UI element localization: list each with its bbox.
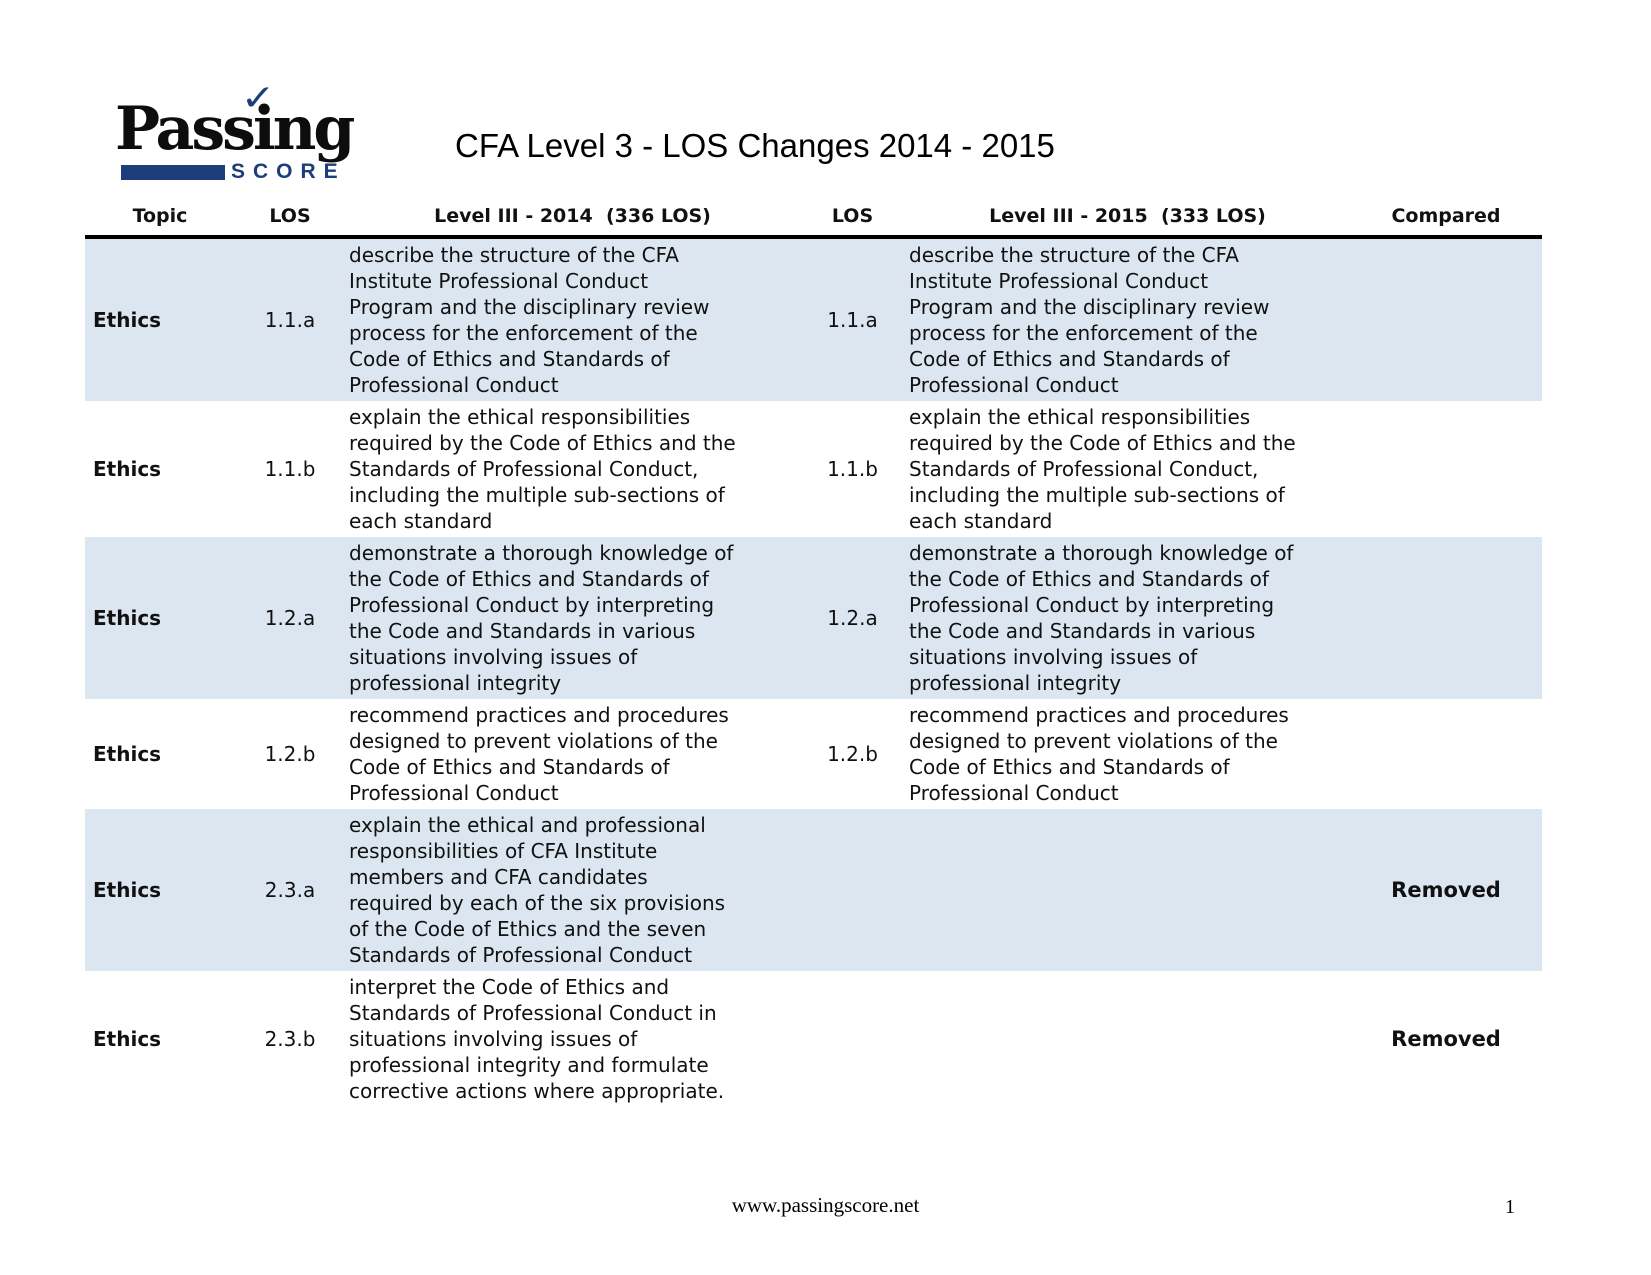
- los-2014-cell: 2.3.a: [235, 809, 345, 971]
- los-2015-cell: [800, 809, 905, 971]
- los-2014-value: 1.2.b: [264, 742, 316, 766]
- los-2014-value: 1.1.b: [264, 457, 316, 481]
- los-2015-cell: 1.2.b: [800, 699, 905, 809]
- passing-score-logo: Passing ✓ SCORE: [115, 78, 415, 193]
- los-2014-value: 1.1.a: [264, 308, 316, 332]
- header-compared: Compared: [1391, 205, 1501, 227]
- logo-underline-bar: [121, 165, 225, 180]
- los-2015-cell: 1.1.a: [800, 239, 905, 401]
- topic-cell: Ethics: [85, 537, 235, 699]
- los-2014-cell: 1.1.a: [235, 239, 345, 401]
- topic-label: Ethics: [93, 457, 162, 481]
- text-2015-value: demonstrate a thorough knowledge of the …: [909, 541, 1294, 695]
- table-header-row: Topic LOS Level III - 2014 (336 LOS) LOS…: [85, 205, 1542, 239]
- header-level-2015: Level III - 2015 (333 LOS): [989, 205, 1266, 227]
- table-row: Ethics 1.1.a describe the structure of t…: [85, 239, 1542, 401]
- table-body: Ethics 1.1.a describe the structure of t…: [85, 239, 1542, 1107]
- header-level-2014: Level III - 2014 (336 LOS): [434, 205, 711, 227]
- header-topic: Topic: [132, 205, 188, 227]
- table-row: Ethics 1.2.b recommend practices and pro…: [85, 699, 1542, 809]
- text-2014-value: recommend practices and procedures desig…: [349, 703, 729, 805]
- compared-cell: Removed: [1350, 971, 1542, 1107]
- text-2014-cell: describe the structure of the CFA Instit…: [345, 239, 800, 401]
- text-2015-value: describe the structure of the CFA Instit…: [909, 243, 1270, 397]
- los-2015-cell: [800, 971, 905, 1107]
- topic-cell: Ethics: [85, 401, 235, 537]
- los-2014-cell: 2.3.b: [235, 971, 345, 1107]
- text-2014-value: explain the ethical responsibilities req…: [349, 405, 736, 533]
- table-row: Ethics 2.3.a explain the ethical and pro…: [85, 809, 1542, 971]
- compared-cell: [1350, 699, 1542, 809]
- table-row: Ethics 2.3.b interpret the Code of Ethic…: [85, 971, 1542, 1107]
- text-2014-value: explain the ethical and professional res…: [349, 813, 726, 967]
- table-row: Ethics 1.2.a demonstrate a thorough know…: [85, 537, 1542, 699]
- table-row: Ethics 1.1.b explain the ethical respons…: [85, 401, 1542, 537]
- text-2015-cell: explain the ethical responsibilities req…: [905, 401, 1350, 537]
- los-2014-value: 2.3.b: [264, 1027, 316, 1051]
- compared-value: Removed: [1391, 878, 1501, 902]
- los-changes-table: Topic LOS Level III - 2014 (336 LOS) LOS…: [85, 205, 1542, 1107]
- header-los-2014: LOS: [269, 205, 311, 227]
- los-2014-cell: 1.1.b: [235, 401, 345, 537]
- compared-cell: Removed: [1350, 809, 1542, 971]
- text-2014-value: interpret the Code of Ethics and Standar…: [349, 975, 725, 1103]
- footer-url: www.passingscore.net: [731, 1193, 920, 1217]
- text-2014-cell: interpret the Code of Ethics and Standar…: [345, 971, 800, 1107]
- text-2014-value: demonstrate a thorough knowledge of the …: [349, 541, 734, 695]
- text-2014-cell: explain the ethical responsibilities req…: [345, 401, 800, 537]
- compared-cell: [1350, 239, 1542, 401]
- los-2015-value: 1.1.a: [827, 308, 878, 332]
- compared-value: Removed: [1391, 1027, 1501, 1051]
- text-2014-cell: demonstrate a thorough knowledge of the …: [345, 537, 800, 699]
- text-2014-cell: explain the ethical and professional res…: [345, 809, 800, 971]
- topic-cell: Ethics: [85, 971, 235, 1107]
- topic-label: Ethics: [93, 742, 162, 766]
- text-2015-cell: recommend practices and procedures desig…: [905, 699, 1350, 809]
- los-2015-cell: 1.1.b: [800, 401, 905, 537]
- los-2015-value: 1.2.a: [827, 606, 878, 630]
- text-2015-cell: demonstrate a thorough knowledge of the …: [905, 537, 1350, 699]
- topic-label: Ethics: [93, 308, 162, 332]
- topic-label: Ethics: [93, 606, 162, 630]
- logo-score-text: SCORE: [231, 160, 346, 183]
- text-2015-value: recommend practices and procedures desig…: [909, 703, 1289, 805]
- topic-cell: Ethics: [85, 239, 235, 401]
- los-2015-value: 1.2.b: [827, 742, 878, 766]
- los-2014-cell: 1.2.b: [235, 699, 345, 809]
- logo-wordmark: Passing: [115, 94, 355, 164]
- topic-label: Ethics: [93, 878, 162, 902]
- checkmark-icon: ✓: [240, 78, 276, 119]
- topic-cell: Ethics: [85, 699, 235, 809]
- text-2015-cell: [905, 971, 1350, 1107]
- text-2015-cell: describe the structure of the CFA Instit…: [905, 239, 1350, 401]
- page-number: 1: [1505, 1196, 1515, 1218]
- compared-cell: [1350, 401, 1542, 537]
- los-2014-cell: 1.2.a: [235, 537, 345, 699]
- text-2015-value: explain the ethical responsibilities req…: [909, 405, 1296, 533]
- header-los-2015: LOS: [831, 205, 874, 227]
- topic-label: Ethics: [93, 1027, 162, 1051]
- compared-cell: [1350, 537, 1542, 699]
- text-2014-value: describe the structure of the CFA Instit…: [349, 243, 710, 397]
- los-2015-cell: 1.2.a: [800, 537, 905, 699]
- page-title: CFA Level 3 - LOS Changes 2014 - 2015: [455, 127, 1055, 164]
- text-2014-cell: recommend practices and procedures desig…: [345, 699, 800, 809]
- los-2014-value: 1.2.a: [264, 606, 316, 630]
- los-2015-value: 1.1.b: [827, 457, 878, 481]
- topic-cell: Ethics: [85, 809, 235, 971]
- text-2015-cell: [905, 809, 1350, 971]
- los-2014-value: 2.3.a: [264, 878, 316, 902]
